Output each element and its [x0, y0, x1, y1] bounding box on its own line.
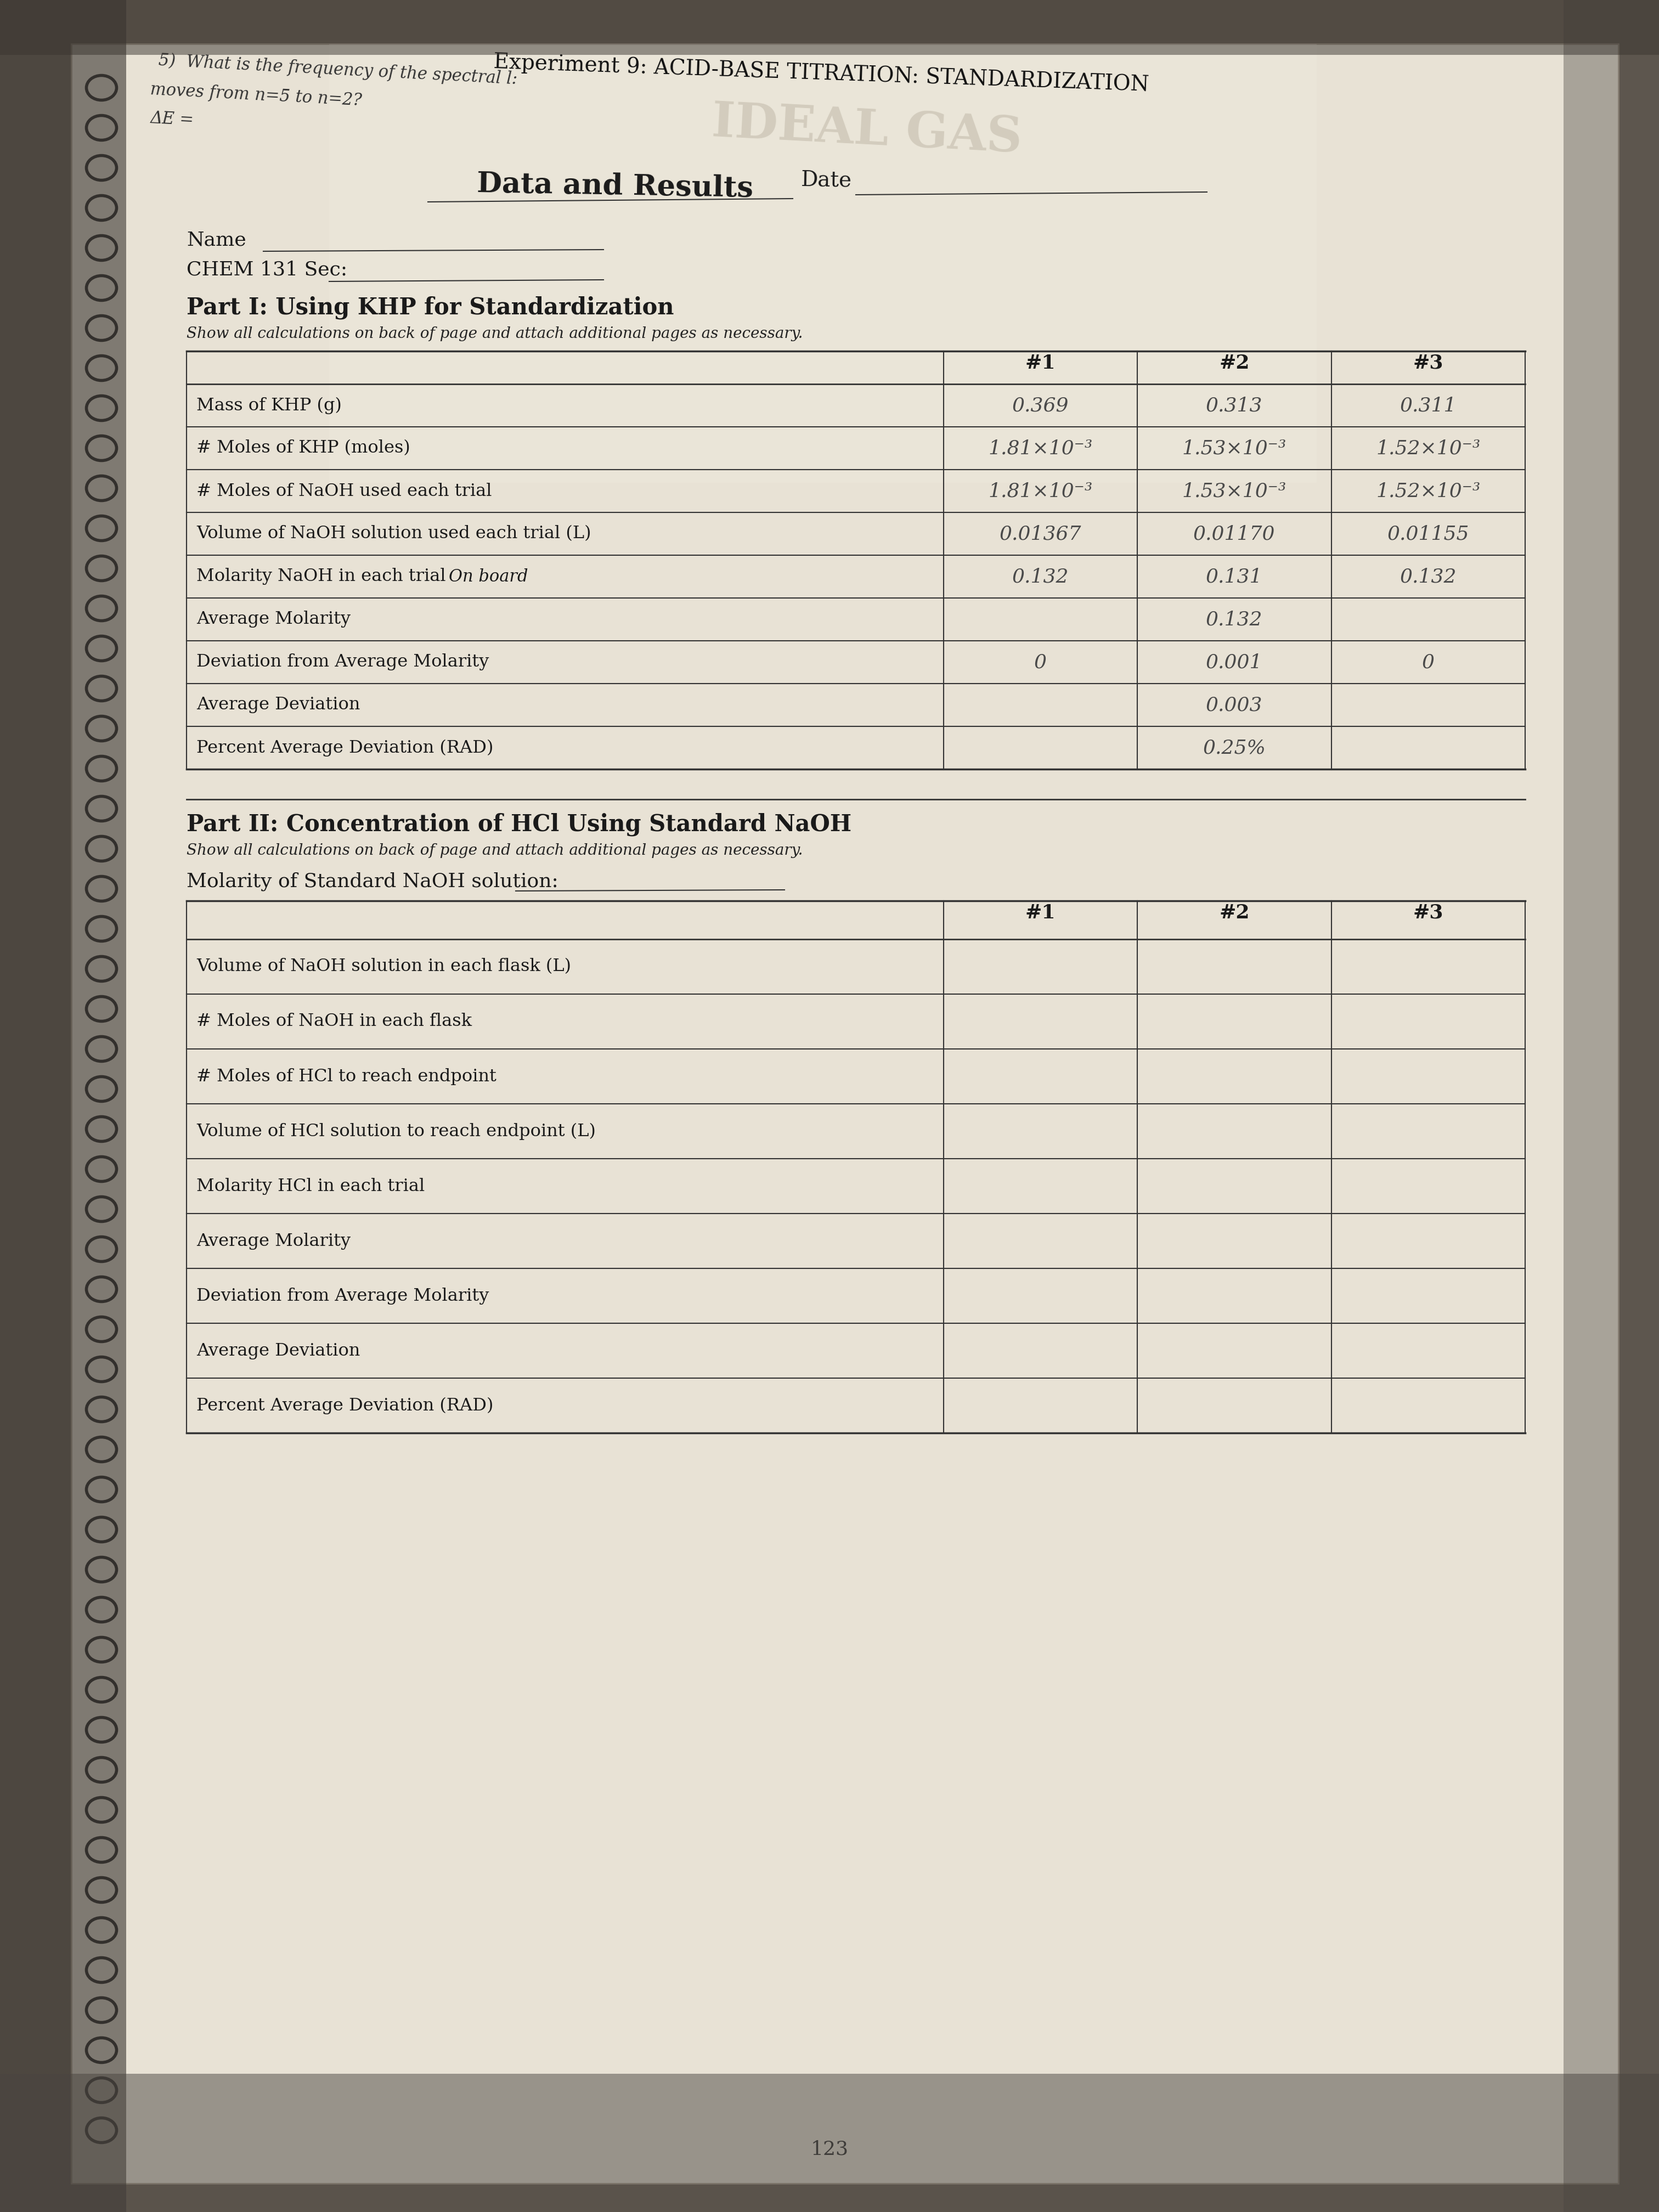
Text: On board: On board — [450, 568, 528, 586]
Text: 0.01170: 0.01170 — [1193, 524, 1276, 544]
Text: Molarity NaOH in each trial: Molarity NaOH in each trial — [196, 568, 446, 586]
Text: Volume of HCl solution to reach endpoint (L): Volume of HCl solution to reach endpoint… — [196, 1124, 596, 1139]
Bar — [0, 0, 1659, 55]
Text: Percent Average Deviation (RAD): Percent Average Deviation (RAD) — [196, 739, 493, 757]
Text: 0.25%: 0.25% — [1203, 739, 1266, 757]
Text: 0.01155: 0.01155 — [1387, 524, 1470, 544]
Text: 0.003: 0.003 — [1206, 695, 1262, 714]
Text: 0.132: 0.132 — [1400, 566, 1457, 586]
Text: Average Deviation: Average Deviation — [196, 697, 360, 714]
Bar — [1563, 0, 1659, 2212]
Text: 1.81×10⁻³: 1.81×10⁻³ — [989, 482, 1093, 500]
Text: Show all calculations on back of page and attach additional pages as necessary.: Show all calculations on back of page an… — [186, 327, 803, 341]
Text: ΔE =: ΔE = — [149, 111, 194, 128]
Text: # Moles of NaOH in each flask: # Moles of NaOH in each flask — [196, 1013, 471, 1031]
Text: #1: #1 — [1025, 902, 1055, 922]
Text: moves from n=5 to n=2?: moves from n=5 to n=2? — [149, 82, 362, 108]
Text: Experiment 9: ACID-BASE TITRATION: STANDARDIZATION: Experiment 9: ACID-BASE TITRATION: STAND… — [493, 53, 1150, 95]
Text: Average Molarity: Average Molarity — [196, 1232, 350, 1250]
Text: Molarity HCl in each trial: Molarity HCl in each trial — [196, 1177, 425, 1194]
Text: #3: #3 — [1413, 902, 1443, 922]
Text: CHEM 131 Sec:: CHEM 131 Sec: — [186, 261, 347, 279]
Bar — [0, 2075, 1659, 2212]
Text: 1.81×10⁻³: 1.81×10⁻³ — [989, 438, 1093, 458]
Text: Data and Results: Data and Results — [476, 170, 753, 204]
Text: # Moles of NaOH used each trial: # Moles of NaOH used each trial — [196, 482, 491, 500]
Text: 0.369: 0.369 — [1012, 396, 1068, 416]
Text: 123: 123 — [811, 2139, 848, 2159]
Text: IDEAL GAS: IDEAL GAS — [710, 100, 1024, 164]
Text: Molarity of Standard NaOH solution:: Molarity of Standard NaOH solution: — [186, 872, 559, 891]
Text: 0.01367: 0.01367 — [999, 524, 1082, 544]
Text: 0: 0 — [1034, 653, 1047, 672]
Text: 1.53×10⁻³: 1.53×10⁻³ — [1183, 438, 1287, 458]
Text: #2: #2 — [1219, 354, 1249, 372]
Text: Deviation from Average Molarity: Deviation from Average Molarity — [196, 655, 489, 670]
Text: 0.313: 0.313 — [1206, 396, 1262, 416]
Text: # Moles of KHP (moles): # Moles of KHP (moles) — [196, 440, 410, 456]
Text: Part I: Using KHP for Standardization: Part I: Using KHP for Standardization — [186, 296, 674, 319]
Text: #1: #1 — [1025, 354, 1055, 372]
Text: Part II: Concentration of HCl Using Standard NaOH: Part II: Concentration of HCl Using Stan… — [186, 814, 851, 836]
Text: 0.132: 0.132 — [1206, 611, 1262, 628]
Text: 1.53×10⁻³: 1.53×10⁻³ — [1183, 482, 1287, 500]
Text: 0.311: 0.311 — [1400, 396, 1457, 416]
Text: 1.52×10⁻³: 1.52×10⁻³ — [1375, 482, 1480, 500]
Text: 0.131: 0.131 — [1206, 566, 1262, 586]
Text: 0.132: 0.132 — [1012, 566, 1068, 586]
Text: 0.001: 0.001 — [1206, 653, 1262, 672]
Text: 0: 0 — [1422, 653, 1435, 672]
Bar — [0, 0, 126, 2212]
Text: Average Molarity: Average Molarity — [196, 611, 350, 628]
Text: #3: #3 — [1413, 354, 1443, 372]
Text: Volume of NaOH solution used each trial (L): Volume of NaOH solution used each trial … — [196, 524, 591, 542]
Bar — [328, 44, 1317, 482]
Text: Show all calculations on back of page and attach additional pages as necessary.: Show all calculations on back of page an… — [186, 843, 803, 858]
Text: Mass of KHP (g): Mass of KHP (g) — [196, 396, 342, 414]
Text: 5)  What is the frequency of the spectral l:: 5) What is the frequency of the spectral… — [158, 53, 518, 88]
Text: Volume of NaOH solution in each flask (L): Volume of NaOH solution in each flask (L… — [196, 958, 571, 975]
Text: 1.52×10⁻³: 1.52×10⁻³ — [1375, 438, 1480, 458]
Text: Deviation from Average Molarity: Deviation from Average Molarity — [196, 1287, 489, 1305]
Text: Date: Date — [801, 170, 853, 190]
Text: Percent Average Deviation (RAD): Percent Average Deviation (RAD) — [196, 1398, 493, 1413]
Text: #2: #2 — [1219, 902, 1249, 922]
Text: # Moles of HCl to reach endpoint: # Moles of HCl to reach endpoint — [196, 1068, 496, 1084]
Text: Name: Name — [186, 230, 246, 250]
Text: Average Deviation: Average Deviation — [196, 1343, 360, 1358]
